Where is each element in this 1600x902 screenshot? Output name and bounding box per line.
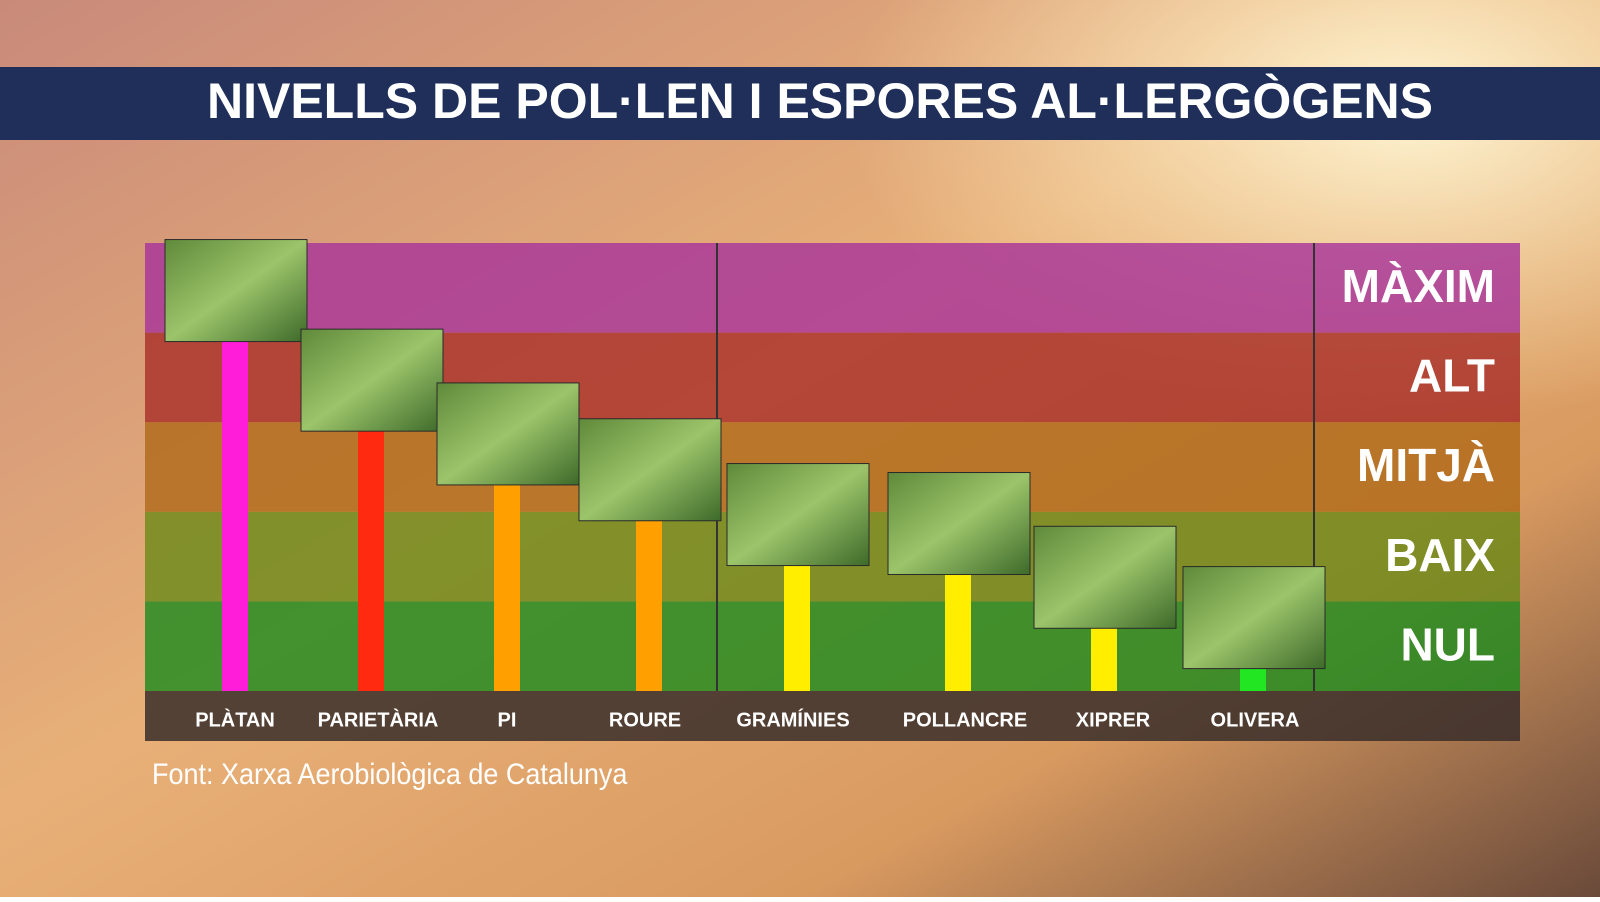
plant-photo [578,418,722,522]
x-tick-label: OLIVERA [1211,709,1300,731]
x-tick-label: PARIETÀRIA [318,708,439,731]
y-tick-label: ALT [1409,350,1495,402]
bar [494,484,520,691]
x-tick-label: PLÀTAN [195,708,275,731]
bar [358,431,384,691]
title-bar [0,67,1600,140]
category-strip [145,691,1520,741]
plant-photo [436,382,580,486]
bar [784,565,810,691]
bar [945,574,971,691]
x-tick-label: XIPRER [1076,709,1151,731]
x-tick-label: POLLANCRE [903,709,1027,731]
chart-title: NIVELLS DE POL·LEN I ESPORES AL·LERGÒGEN… [207,73,1433,129]
plant-photo [164,239,308,343]
plant-photo [726,463,870,567]
x-tick-label: ROURE [609,709,681,731]
x-tick-label: PI [498,709,517,731]
plant-photo [1033,525,1177,629]
level-band [145,243,1520,333]
y-tick-label: MITJÀ [1357,439,1495,491]
plant-photo [887,472,1031,576]
bar [1240,668,1266,691]
bar [222,341,248,691]
y-tick-label: BAIX [1385,529,1495,581]
bar [1091,628,1117,691]
plant-photo [300,328,444,432]
bar [636,520,662,691]
plant-photo [1182,566,1326,670]
x-tick-label: GRAMÍNIES [736,708,849,731]
y-tick-label: NUL [1400,618,1495,670]
y-tick-label: MÀXIM [1342,260,1495,312]
source: Font: Xarxa Aerobiològica de Catalunya [152,758,628,792]
